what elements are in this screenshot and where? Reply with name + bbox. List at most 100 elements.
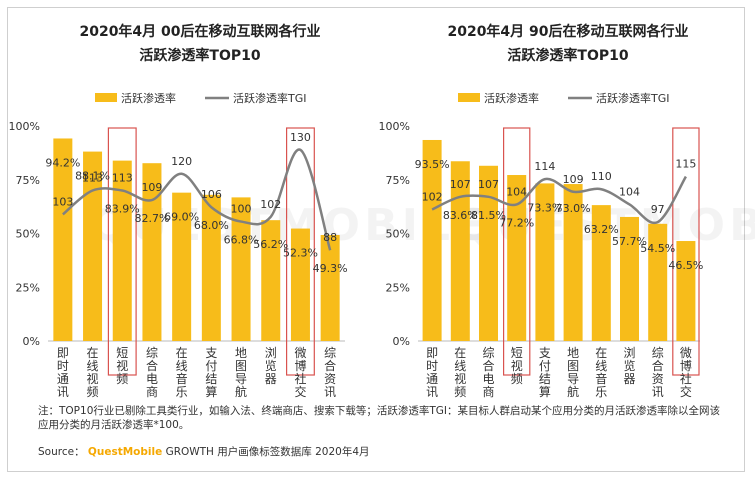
left-tgi-label: 113	[82, 172, 103, 185]
left-bar	[290, 228, 310, 341]
left-category-label-char: 图	[235, 359, 247, 373]
left-tgi-line	[62, 148, 332, 251]
right-bar	[676, 241, 696, 341]
left-category-label-char: 地	[235, 346, 247, 360]
left-y-tick: 75%	[16, 174, 40, 187]
left-bar-value-label: 68.0%	[194, 219, 229, 232]
left-highlight-box	[107, 127, 137, 376]
left-category-label-char: 线	[176, 359, 188, 373]
right-tgi-label: 115	[675, 158, 696, 171]
left-category-label-char: 航	[235, 384, 247, 399]
right-category-label-char: 航	[567, 384, 579, 399]
right-bar-value-label: 73.0%	[556, 202, 591, 215]
left-category-label-char: 合	[324, 358, 336, 373]
right-category-label-char: 交	[680, 384, 692, 399]
right-category-label-char: 导	[567, 372, 579, 386]
left-category-label-char: 乐	[176, 385, 188, 399]
left-tgi-label: 113	[112, 172, 133, 185]
left-category-label-char: 交	[294, 384, 306, 399]
left-bar-value-label: 56.2%	[253, 238, 288, 251]
right-tgi-label: 97	[651, 203, 665, 216]
left-tgi-label: 109	[141, 181, 162, 194]
right-category-label-char: 视	[511, 358, 523, 373]
left-category-label-char: 视	[116, 358, 128, 373]
right-bar-value-label: 54.5%	[640, 242, 675, 255]
right-tgi-label: 109	[563, 173, 584, 186]
left-category-label-char: 通	[57, 372, 69, 386]
right-bar	[479, 165, 498, 341]
right-highlight-box	[672, 127, 700, 376]
right-category-label-char: 合	[652, 358, 664, 373]
left-highlight-box	[286, 127, 315, 376]
right-category-label-char: 微	[680, 346, 692, 360]
left-bar	[83, 151, 103, 341]
right-tgi-line	[431, 175, 687, 225]
right-category-label-char: 即	[426, 346, 438, 360]
left-tgi-label: 102	[260, 198, 281, 211]
footnote: 注：TOP10行业已剔除工具类行业，如输入法、终端商店、搜索下载等；活跃渗透率T…	[38, 405, 721, 431]
left-bar	[231, 197, 251, 341]
left-category-label-char: 商	[146, 384, 158, 399]
right-bar	[450, 161, 470, 341]
left-tgi-label: 103	[52, 195, 73, 208]
left-category-label-char: 算	[205, 384, 217, 399]
right-tgi-label: 110	[591, 170, 612, 183]
left-tgi-label: 120	[171, 155, 192, 168]
source-brand: QuestMobile	[87, 446, 163, 458]
right-bar-value-label: 81.5%	[471, 209, 506, 222]
right-category-label-char: 浏	[623, 346, 635, 360]
chart-right-title-line1: 2020年4月 90后在移动互联网各行业	[447, 24, 689, 40]
right-y-tick: 100%	[379, 120, 410, 133]
right-bar-value-label: 63.2%	[584, 223, 619, 236]
right-category-label-char: 频	[511, 372, 523, 386]
right-y-tick: 75%	[386, 174, 410, 187]
right-category-label-char: 讯	[426, 385, 438, 399]
left-category-label-char: 音	[176, 371, 188, 386]
left-bar-value-label: 94.2%	[45, 156, 80, 169]
right-category-label-char: 地	[567, 346, 579, 360]
right-category-label-char: 图	[567, 359, 579, 373]
right-bar-value-label: 83.6%	[443, 209, 478, 222]
right-y-tick: 0%	[393, 335, 410, 348]
left-tgi-label: 106	[201, 188, 222, 201]
left-bar	[201, 194, 221, 341]
right-category-label-char: 在	[454, 346, 466, 360]
figure-frame	[7, 7, 745, 472]
right-category-label-char: 短	[511, 346, 523, 360]
chart-left: 活跃渗透率 活跃渗透率TGI 100% 75% 50% 25% 0% 103 113 113 109…	[9, 91, 348, 399]
chart-left-title: 2020年4月 00后在移动互联网各行业 活跃渗透率TOP10	[30, 20, 370, 68]
left-y-tick: 50%	[16, 228, 40, 241]
left-bar-value-label: 83.9%	[105, 203, 140, 216]
left-category-label-char: 在	[87, 346, 99, 360]
left-bar	[112, 160, 132, 341]
left-category-label-char: 览	[265, 358, 277, 373]
chart-left-title-line1: 2020年4月 00后在移动互联网各行业	[79, 24, 321, 40]
chart-right-title-line2: 活跃渗透率TOP10	[507, 48, 629, 64]
left-bar	[142, 163, 162, 341]
right-tgi-label: 114	[534, 160, 555, 173]
left-category-label-char: 电	[146, 372, 158, 386]
right-category-label-char: 博	[680, 358, 692, 373]
left-tgi-label: 130	[290, 131, 311, 144]
left-bar	[53, 138, 73, 341]
left-bar-value-label: 52.3%	[283, 247, 318, 260]
left-category-label-char: 资	[324, 372, 336, 386]
right-bar	[422, 139, 442, 341]
left-category-label-char: 讯	[324, 385, 336, 399]
left-category-label-char: 器	[265, 372, 277, 386]
left-category-label-char: 综	[324, 346, 336, 360]
source-line: Source： QuestMobile GROWTH 用户画像标签数据库 202…	[38, 444, 370, 459]
right-category-label-char: 时	[426, 359, 438, 373]
left-category-label-char: 付	[205, 359, 217, 373]
left-category-label-char: 时	[57, 359, 69, 373]
left-category-label-char: 导	[235, 372, 247, 386]
right-category-label-char: 资	[652, 372, 664, 386]
right-bar	[563, 184, 583, 341]
left-category-label-char: 短	[116, 346, 128, 360]
right-category-label-char: 合	[482, 358, 494, 373]
left-category-label-char: 即	[57, 346, 69, 360]
right-category-label-char: 线	[454, 359, 466, 373]
right-category-label-char: 综	[652, 346, 664, 360]
right-category-label-char: 商	[482, 384, 494, 399]
left-category-label-char: 浏	[265, 346, 277, 360]
